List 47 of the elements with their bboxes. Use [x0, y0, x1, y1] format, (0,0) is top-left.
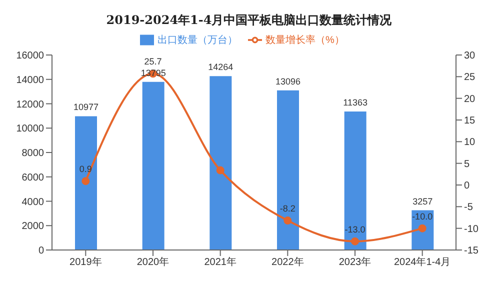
data-label: -13.0 — [344, 224, 366, 234]
data-label: 13096 — [275, 76, 301, 86]
y2-tick-label: -10 — [464, 224, 479, 235]
y2-tick-label: 10 — [464, 137, 476, 148]
data-label: 25.7 — [144, 56, 162, 67]
bar — [277, 90, 299, 250]
data-label: 10977 — [73, 102, 99, 112]
point — [284, 216, 292, 225]
y-tick-label: 14000 — [16, 74, 44, 86]
x-tick-label: 2023年 — [338, 256, 372, 268]
bar — [142, 82, 164, 250]
x-tick-label: 2019年 — [70, 256, 102, 268]
data-label: 14264 — [208, 62, 234, 72]
y2-tick-label: 30 — [464, 50, 476, 62]
y-tick-label: 4000 — [22, 196, 44, 208]
bar — [75, 116, 97, 250]
data-label: 3257 — [412, 196, 433, 206]
y2-tick-label: 20 — [464, 94, 476, 105]
data-label: -8.2 — [280, 204, 296, 214]
bar — [344, 112, 366, 250]
point — [351, 237, 359, 246]
y-tick-label: 12000 — [16, 99, 44, 110]
data-label: -10.0 — [412, 211, 433, 222]
y2-tick-label: 5 — [464, 158, 470, 170]
point — [216, 166, 224, 174]
y-tick-label: 0 — [38, 246, 44, 257]
y2-tick-label: -5 — [464, 202, 474, 214]
x-tick-label: 2021年 — [204, 256, 236, 268]
x-tick-label: 2022年 — [272, 256, 304, 268]
x-tick-label: 2020年 — [136, 256, 170, 268]
y-tick-label: 16000 — [16, 50, 44, 62]
data-label: 11363 — [343, 98, 368, 108]
y-tick-label: 10000 — [16, 124, 44, 135]
y2-tick-label: 0 — [464, 180, 470, 192]
y-tick-label: 8000 — [22, 148, 44, 160]
point — [82, 177, 90, 186]
bar — [210, 76, 232, 250]
legend-label: 数量增长率（%） — [266, 35, 344, 46]
y-tick-label: 2000 — [22, 221, 44, 232]
y2-tick-label: -15 — [464, 246, 479, 257]
y2-tick-label: 15 — [464, 116, 476, 127]
x-tick-label: 2024年1-4月 — [394, 256, 451, 268]
chart-title: 2019-2024年1-4月中国平板电脑出口数量统计情况 — [105, 12, 393, 29]
y2-tick-label: 25 — [464, 72, 476, 84]
point — [418, 224, 426, 232]
y-tick-label: 6000 — [22, 172, 44, 184]
legend-label: 出口数量（万台） — [158, 35, 238, 46]
